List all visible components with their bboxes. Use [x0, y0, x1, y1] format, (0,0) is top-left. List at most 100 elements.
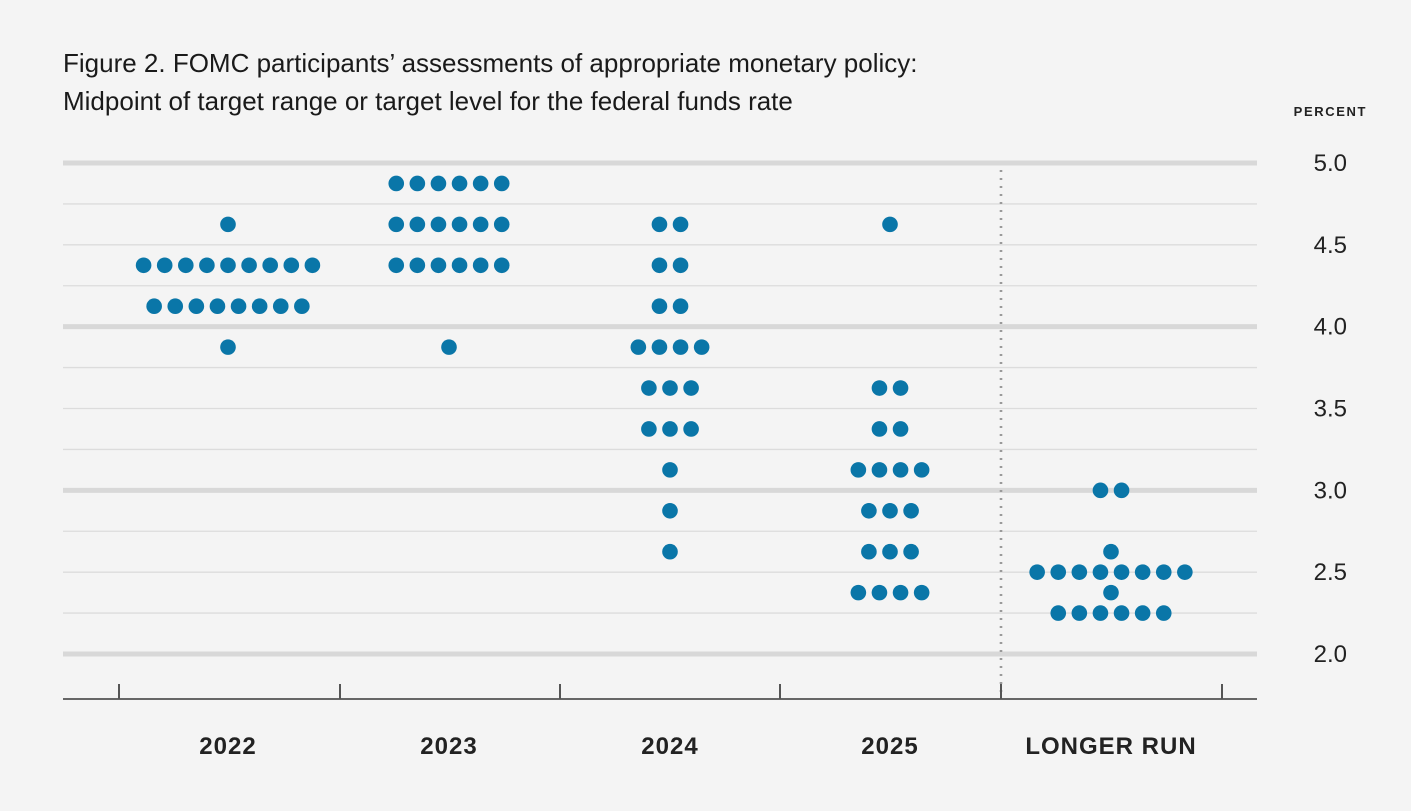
- participant-dot: [209, 298, 226, 315]
- participant-dot: [430, 216, 447, 233]
- participant-dot: [1050, 564, 1067, 580]
- participant-dot: [913, 462, 930, 478]
- participant-dot: [662, 421, 678, 437]
- participant-dot: [662, 462, 678, 478]
- participant-dot: [451, 216, 468, 233]
- participant-dot: [178, 257, 194, 274]
- y-tick-label: 4.5: [1314, 232, 1347, 259]
- participant-dot: [388, 216, 405, 233]
- participant-dot: [294, 298, 310, 315]
- x-category-label: 2025: [861, 733, 918, 760]
- participant-dot: [903, 543, 919, 560]
- participant-dot: [388, 175, 405, 192]
- participant-dot: [892, 462, 909, 478]
- x-category-label: 2024: [641, 733, 698, 760]
- y-tick-label: 4.0: [1314, 314, 1347, 341]
- participant-dot: [1155, 605, 1172, 621]
- participant-dot: [871, 380, 888, 396]
- participant-dot: [892, 584, 909, 601]
- participant-dot: [662, 543, 678, 560]
- participant-dot: [220, 216, 236, 233]
- participant-dot: [1103, 584, 1119, 601]
- participant-dot: [493, 257, 510, 274]
- participant-dot: [156, 257, 173, 274]
- participant-dot: [892, 421, 909, 437]
- participant-dot: [262, 257, 279, 274]
- participant-dot: [871, 421, 888, 437]
- participant-dot: [1071, 605, 1088, 621]
- participant-dot: [493, 216, 510, 233]
- participant-dot: [472, 216, 489, 233]
- participant-dot: [641, 421, 657, 437]
- y-axis-ticks: 5.0 4.5 4.0 3.5 3.0 2.5 2.0: [1314, 150, 1347, 668]
- participant-dot: [683, 380, 699, 396]
- participant-dot: [850, 584, 867, 601]
- participant-dot: [651, 298, 668, 315]
- chart-title: Figure 2. FOMC participants’ assessments…: [63, 44, 918, 120]
- participant-dot: [220, 339, 236, 355]
- participant-dot: [1134, 605, 1151, 621]
- participant-dot: [683, 421, 699, 437]
- participant-dot: [146, 298, 162, 315]
- participant-dot: [892, 380, 909, 396]
- participant-dot: [388, 257, 405, 274]
- participant-dot: [272, 298, 289, 315]
- participant-dot: [871, 584, 888, 601]
- chart-subtitle: Midpoint of target range or target level…: [63, 86, 793, 116]
- y-tick-label: 2.0: [1314, 641, 1347, 668]
- y-tick-label: 3.5: [1314, 396, 1347, 423]
- participant-dot: [672, 339, 689, 355]
- participant-dot: [850, 462, 867, 478]
- participant-dot: [167, 298, 184, 315]
- participant-dot: [1103, 543, 1119, 560]
- participant-dot: [662, 502, 678, 519]
- x-category-label: 2022: [199, 733, 256, 760]
- participant-dot: [472, 175, 489, 192]
- dots: [135, 175, 1193, 621]
- participant-dot: [1113, 564, 1130, 580]
- participant-dot: [441, 339, 457, 355]
- participant-dot: [672, 298, 689, 315]
- participant-dot: [871, 462, 888, 478]
- participant-dot: [199, 257, 215, 274]
- gridlines: [63, 160, 1257, 699]
- participant-dot: [861, 502, 877, 519]
- participant-dot: [882, 543, 898, 560]
- participant-dot: [430, 257, 447, 274]
- participant-dot: [1050, 605, 1067, 621]
- participant-dot: [662, 380, 678, 396]
- participant-dot: [882, 216, 898, 233]
- participant-dot: [135, 257, 152, 274]
- participant-dot: [188, 298, 205, 315]
- participant-dot: [409, 175, 426, 192]
- participant-dot: [409, 257, 426, 274]
- participant-dot: [451, 257, 468, 274]
- participant-dot: [1113, 482, 1130, 499]
- participant-dot: [251, 298, 268, 315]
- participant-dot: [651, 339, 668, 355]
- participant-dot: [409, 216, 426, 233]
- participant-dot: [1113, 605, 1130, 621]
- y-tick-label: 3.0: [1314, 477, 1347, 504]
- participant-dot: [1092, 482, 1109, 499]
- participant-dot: [903, 502, 919, 519]
- participant-dot: [1177, 564, 1193, 580]
- participant-dot: [672, 257, 689, 274]
- participant-dot: [630, 339, 647, 355]
- participant-dot: [220, 257, 236, 274]
- participant-dot: [493, 175, 510, 192]
- y-tick-label: 2.5: [1314, 559, 1347, 586]
- participant-dot: [283, 257, 300, 274]
- participant-dot: [1134, 564, 1151, 580]
- x-category-label: 2023: [420, 733, 477, 760]
- participant-dot: [882, 502, 898, 519]
- participant-dot: [651, 216, 668, 233]
- participant-dot: [651, 257, 668, 274]
- participant-dot: [913, 584, 930, 601]
- participant-dot: [430, 175, 447, 192]
- participant-dot: [1071, 564, 1088, 580]
- participant-dot: [241, 257, 257, 274]
- y-axis-unit-label: PERCENT: [1293, 104, 1367, 119]
- participant-dot: [472, 257, 489, 274]
